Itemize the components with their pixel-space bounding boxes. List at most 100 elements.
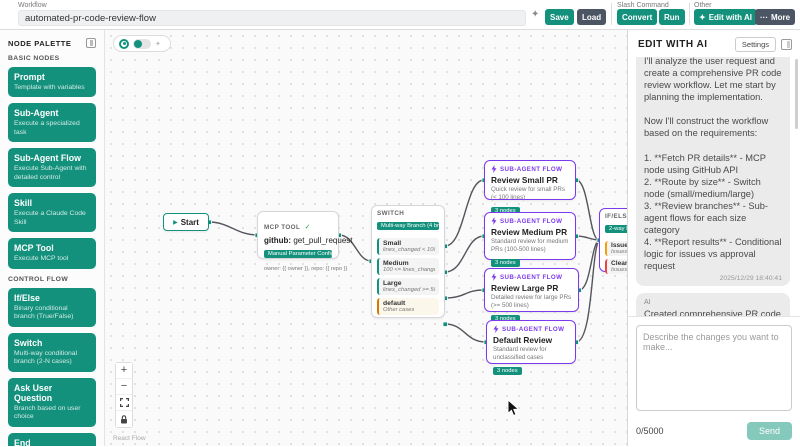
save-button[interactable]: Save [545, 9, 574, 25]
message-timestamp: 2025/12/29 18:40:41 [719, 275, 782, 283]
node-type-label: SUB-AGENT FLOW [500, 273, 563, 281]
palette-item-sub-agent-flow[interactable]: Sub-Agent Flow Execute Sub-Agent with de… [8, 148, 96, 188]
canvas-mode-pill[interactable]: ✦ [113, 35, 171, 52]
lightning-icon [491, 165, 497, 173]
node-type-label: SUB-AGENT FLOW [502, 325, 565, 333]
slash-command-group-label: Slash Command [617, 2, 669, 9]
ifelse-branch-issues[interactable]: Issues Found Issues fo [605, 241, 627, 256]
palette-item-desc: Branch based on user choice [14, 404, 81, 421]
palette-item-desc: Binary conditional branch (True/False) [14, 304, 74, 321]
palette-item-sub-agent[interactable]: Sub-Agent Execute a specialized task [8, 103, 96, 143]
lightning-icon [493, 325, 499, 333]
palette-item-title: If/Else [14, 292, 40, 303]
palette-item-title: End [14, 437, 31, 446]
palette-item-desc: Execute Sub-Agent with detailed control [14, 165, 87, 181]
palette-item-desc: Execute a specialized task [14, 120, 80, 136]
palette-item-skill[interactable]: Skill Execute a Claude Code Skill [8, 193, 96, 233]
branch-condition: 100 <= lines_changed < 500 [383, 267, 435, 273]
node-default-review[interactable]: SUB-AGENT FLOW Default Review Standard r… [486, 320, 576, 375]
node-count-badge: 3 nodes [491, 206, 520, 215]
scrollbar[interactable] [795, 59, 798, 129]
node-start[interactable]: ▶ Start [163, 213, 209, 231]
check-icon: ✓ [304, 224, 311, 231]
edit-with-ai-label: Edit with AI [708, 12, 752, 22]
switch-branch-medium[interactable]: Medium 100 <= lines_changed < 500 [377, 258, 439, 275]
collapse-panel-icon[interactable] [86, 38, 96, 48]
palette-item-title: Ask User Question [14, 382, 53, 403]
node-type-label: MCP TOOL [264, 224, 301, 231]
node-mcp-tool[interactable]: MCP TOOL ✓ github: get_pull_request Manu… [257, 211, 353, 272]
branch-name: Large [383, 280, 402, 287]
palette-item-title: Switch [14, 337, 43, 348]
zoom-in-button[interactable]: + [116, 363, 132, 379]
run-button[interactable]: Run [659, 9, 685, 25]
top-bar: Workflow ✦ Save Load Slash Command Conve… [0, 0, 800, 30]
palette-item-title: Sub-Agent Flow [14, 153, 81, 164]
sparkle-icon[interactable]: ✦ [531, 9, 540, 20]
node-count-badge: 3 nodes [493, 366, 522, 375]
node-if-else[interactable]: IF/ELSE 2-way Branch Issues Found Issues… [599, 208, 627, 274]
sparkle-icon: ✦ [155, 40, 161, 48]
settings-button[interactable]: Settings [734, 37, 776, 52]
mode-toggle[interactable] [133, 38, 151, 49]
branch-name: Issues Found [611, 242, 627, 249]
node-type-label: SUB-AGENT FLOW [500, 217, 563, 225]
zoom-out-button[interactable]: − [116, 379, 132, 395]
node-review-large-pr[interactable]: SUB-AGENT FLOW Review Large PR Detailed … [484, 268, 579, 323]
node-title: Review Medium PR [491, 227, 568, 237]
node-type-label: SWITCH [377, 210, 405, 217]
palette-item-prompt[interactable]: Prompt Template with variables [8, 67, 96, 98]
node-review-medium-pr[interactable]: SUB-AGENT FLOW Review Medium PR Standard… [484, 212, 576, 267]
palette-item-desc: Multi-way conditional branch (2-N cases) [14, 349, 78, 366]
switch-branch-large[interactable]: Large lines_changed >= 500 [377, 278, 439, 295]
branch-condition: lines_changed >= 500 [383, 287, 435, 293]
more-button[interactable]: ··· More [755, 9, 796, 25]
node-switch[interactable]: SWITCH Multi-way Branch (4 branches) Sma… [371, 205, 445, 318]
switch-branch-default[interactable]: default Other cases [377, 298, 439, 315]
palette-item-ask-user-question[interactable]: Ask User Question Branch based on user c… [8, 377, 96, 427]
chat-message: I'll analyze the user request and create… [636, 57, 790, 287]
react-flow-attribution[interactable]: React Flow [113, 435, 146, 442]
node-review-small-pr[interactable]: SUB-AGENT FLOW Review Small PR Quick rev… [484, 160, 576, 215]
branch-name: Clean [611, 260, 627, 267]
send-button[interactable]: Send [746, 422, 792, 440]
sparkle-icon: ✦ [699, 12, 706, 22]
palette-item-title: Prompt [14, 72, 45, 82]
switch-branch-small[interactable]: Small lines_changed < 100 [377, 238, 439, 255]
node-desc: Quick review for small PRs (< 100 lines) [491, 186, 565, 201]
workflow-name-input[interactable] [18, 10, 526, 26]
switch-badge: Multi-way Branch (4 branches) [377, 222, 439, 230]
target-icon[interactable] [119, 38, 129, 49]
message-text: Created comprehensive PR code review wor… [644, 309, 781, 316]
palette-item-title: Sub-Agent [14, 108, 59, 119]
collapse-panel-icon[interactable] [781, 39, 792, 50]
start-label: Start [180, 217, 199, 227]
edit-with-ai-button[interactable]: ✦ Edit with AI [694, 9, 757, 25]
palette-item-end[interactable]: End Workflow termination point [8, 432, 96, 446]
lock-button[interactable] [116, 411, 132, 427]
palette-item-desc: Execute a Claude Code Skill [14, 210, 86, 226]
palette-item-title: MCP Tool [14, 243, 54, 254]
chat-composer: 0/5000 Send [628, 316, 800, 446]
node-count-badge: 3 nodes [491, 314, 520, 323]
node-type-label: IF/ELSE [605, 213, 627, 220]
divider [689, 3, 690, 25]
fit-view-button[interactable] [116, 395, 132, 411]
palette-item-switch[interactable]: Switch Multi-way conditional branch (2-N… [8, 332, 96, 372]
branch-condition: Other cases [383, 307, 415, 313]
node-desc: Detailed review for large PRs (>= 500 li… [491, 294, 572, 309]
palette-item-desc: Execute MCP tool [14, 255, 69, 263]
chat-messages[interactable]: I'll analyze the user request and create… [628, 57, 800, 316]
palette-item-if-else[interactable]: If/Else Binary conditional branch (True/… [8, 287, 96, 327]
palette-item-mcp-tool[interactable]: MCP Tool Execute MCP tool [8, 238, 96, 269]
play-icon: ▶ [173, 219, 178, 226]
panel-title: EDIT WITH AI [638, 39, 708, 50]
chat-input[interactable] [636, 325, 792, 411]
ifelse-branch-clean[interactable]: Clean Issues le [605, 259, 627, 274]
load-button[interactable]: Load [577, 9, 607, 25]
branch-condition: Issues fo [611, 249, 627, 255]
convert-button[interactable]: Convert [617, 9, 658, 25]
flow-canvas[interactable]: ✦ ▶ Start MCP TOOL ✓ github: get_pull_re… [105, 30, 627, 446]
lightning-icon [491, 273, 497, 281]
node-title: Review Small PR [491, 175, 558, 185]
